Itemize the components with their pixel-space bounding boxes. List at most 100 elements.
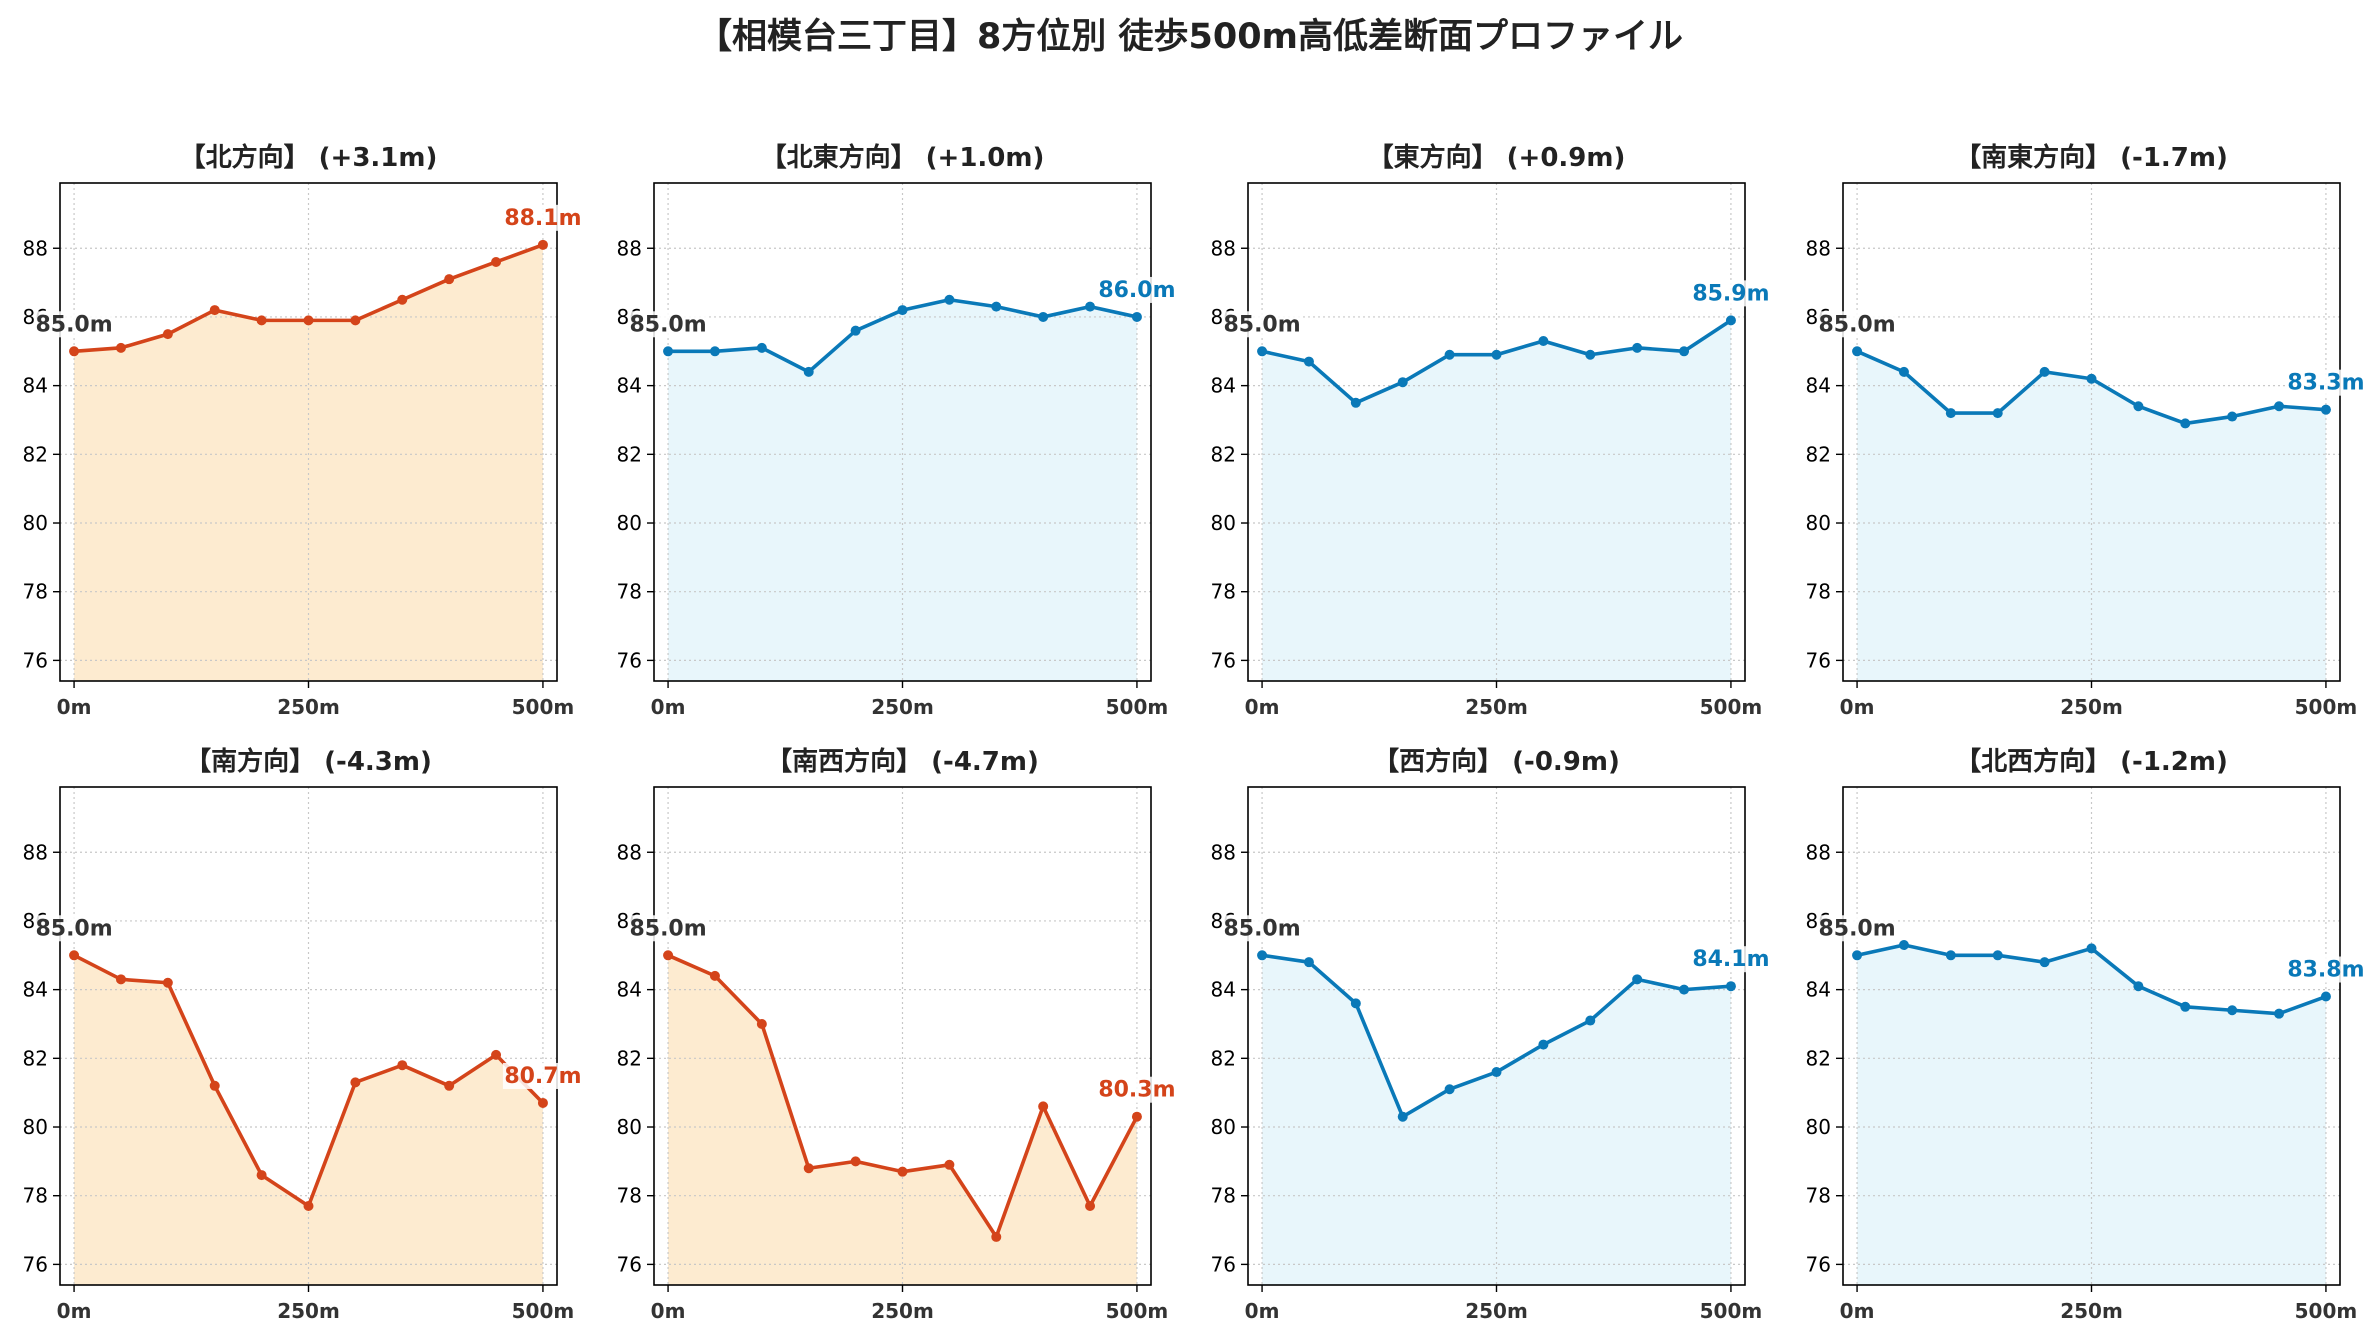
data-point <box>303 315 314 326</box>
subplot-title: 【北西方向】 (-1.2m) <box>1955 746 2228 777</box>
y-tick-label: 76 <box>1211 648 1236 672</box>
start-label: 85.0m <box>1223 916 1300 941</box>
subplot-7: 【西方向】 (-0.9m)767880828486880m250m500m85.… <box>1211 746 1771 1323</box>
data-point <box>2086 373 2097 384</box>
data-point <box>1992 408 2003 419</box>
end-label: 80.3m <box>1098 1078 1175 1103</box>
data-point <box>1397 1111 1408 1122</box>
data-point <box>444 274 455 285</box>
data-point <box>897 305 908 316</box>
subplot-3: 【東方向】 (+0.9m)767880828486880m250m500m85.… <box>1211 142 1771 719</box>
elevation-area <box>668 299 1137 681</box>
x-tick-label: 500m <box>1106 695 1169 719</box>
subplot-title: 【西方向】 (-0.9m) <box>1373 746 1620 777</box>
x-tick-label: 250m <box>277 1299 340 1323</box>
data-point <box>350 315 361 326</box>
y-tick-label: 88 <box>23 236 48 260</box>
x-tick-label: 250m <box>277 695 340 719</box>
y-tick-label: 80 <box>1806 1115 1831 1139</box>
data-point <box>209 305 220 316</box>
data-point <box>1350 397 1361 408</box>
data-point <box>1898 366 1909 377</box>
data-point <box>256 315 267 326</box>
data-point <box>115 974 126 985</box>
data-point <box>1945 408 1956 419</box>
end-label-box <box>1690 946 1771 973</box>
data-point <box>69 346 80 357</box>
data-point <box>991 1231 1002 1242</box>
end-label: 85.9m <box>1692 281 1769 306</box>
data-point <box>850 325 861 336</box>
y-tick-label: 82 <box>23 442 48 466</box>
y-tick-label: 80 <box>617 1115 642 1139</box>
data-point <box>397 294 408 305</box>
y-tick-label: 76 <box>23 1252 48 1276</box>
end-label-box <box>2285 369 2366 396</box>
data-point <box>1538 335 1549 346</box>
end-label-box <box>502 204 583 231</box>
end-label: 88.1m <box>504 206 581 231</box>
x-tick-label: 0m <box>1840 695 1875 719</box>
data-point <box>1303 356 1314 367</box>
data-point <box>850 1156 861 1167</box>
end-label-box <box>1096 1076 1177 1103</box>
data-point <box>1303 957 1314 968</box>
end-label-box <box>502 1062 583 1089</box>
data-point <box>756 342 767 353</box>
data-point <box>1945 950 1956 961</box>
data-point <box>162 977 173 988</box>
data-point <box>709 346 720 357</box>
y-tick-label: 88 <box>1806 840 1831 864</box>
y-tick-label: 78 <box>1806 580 1831 604</box>
y-tick-label: 88 <box>617 840 642 864</box>
data-point <box>303 1201 314 1212</box>
data-point <box>2227 411 2238 422</box>
data-point <box>2180 1001 2191 1012</box>
y-tick-label: 80 <box>1211 1115 1236 1139</box>
data-point <box>2086 943 2097 954</box>
end-label: 83.8m <box>2287 958 2364 983</box>
data-point <box>1131 311 1142 322</box>
start-label-box <box>628 311 709 338</box>
start-label: 85.0m <box>629 312 706 337</box>
data-point <box>663 346 674 357</box>
elevation-area <box>1857 944 2326 1285</box>
start-label-box <box>34 311 115 338</box>
data-point <box>897 1166 908 1177</box>
data-point <box>1679 346 1690 357</box>
data-point <box>1632 342 1643 353</box>
y-tick-label: 88 <box>23 840 48 864</box>
data-point <box>491 1049 502 1060</box>
data-point <box>162 329 173 340</box>
x-tick-label: 500m <box>1106 1299 1169 1323</box>
y-tick-label: 76 <box>23 648 48 672</box>
end-label-box <box>2285 956 2366 983</box>
data-point <box>537 239 548 250</box>
y-tick-label: 84 <box>1806 374 1831 398</box>
end-label: 84.1m <box>1692 947 1769 972</box>
y-tick-label: 78 <box>1806 1184 1831 1208</box>
y-tick-label: 76 <box>617 648 642 672</box>
data-point <box>1444 1084 1455 1095</box>
subplot-title: 【南東方向】 (-1.7m) <box>1955 142 2228 173</box>
data-point <box>491 256 502 267</box>
data-point <box>350 1077 361 1088</box>
data-point <box>1852 950 1863 961</box>
y-tick-label: 82 <box>617 442 642 466</box>
y-tick-label: 84 <box>1211 374 1236 398</box>
data-point <box>944 1159 955 1170</box>
y-tick-label: 78 <box>23 580 48 604</box>
y-tick-label: 82 <box>1806 442 1831 466</box>
data-point <box>2320 404 2331 415</box>
elevation-area <box>1857 351 2326 681</box>
data-point <box>2180 418 2191 429</box>
y-tick-label: 88 <box>1806 236 1831 260</box>
subplot-4: 【南東方向】 (-1.7m)767880828486880m250m500m85… <box>1806 142 2366 719</box>
start-label-box <box>1817 915 1898 942</box>
y-tick-label: 84 <box>617 374 642 398</box>
subplot-title: 【東方向】 (+0.9m) <box>1368 142 1626 173</box>
y-tick-label: 84 <box>23 374 48 398</box>
y-tick-label: 84 <box>23 978 48 1002</box>
